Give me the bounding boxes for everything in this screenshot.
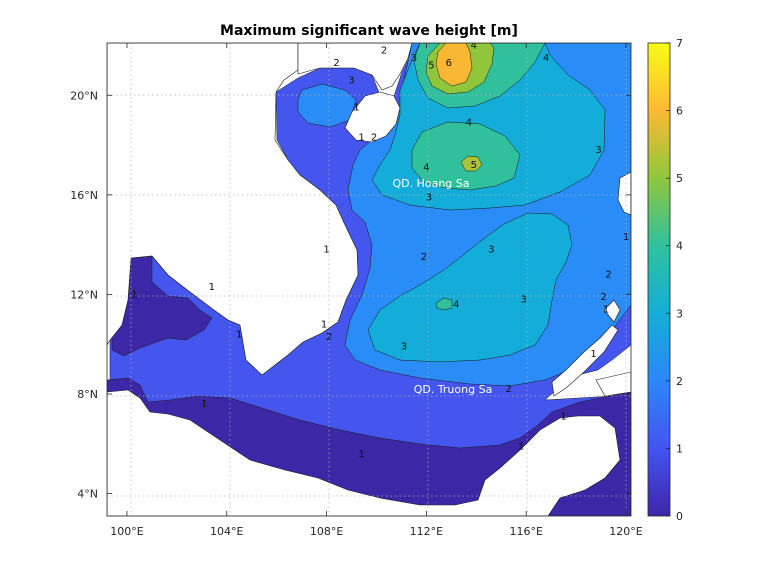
- mindoro-island: [603, 299, 621, 323]
- chart-title: Maximum significant wave height [m]: [220, 23, 518, 39]
- palawan-island: [551, 324, 619, 397]
- contour-label-5: 5: [428, 60, 434, 71]
- x-tick-label: 120°E: [609, 525, 642, 538]
- indochina-landmass: [107, 43, 359, 376]
- contour-label-3: 3: [348, 75, 354, 86]
- contour-label-1: 1: [623, 232, 629, 243]
- wave-band-4to5-spratly: [435, 297, 453, 311]
- wave-band-4to5: [411, 121, 521, 191]
- y-tick-label: 4°N: [77, 488, 98, 501]
- axes-frame: [106, 42, 632, 517]
- colorbar-tick-label: 3: [676, 307, 683, 320]
- contour-label-3: 3: [426, 192, 432, 203]
- contour-label-1: 1: [236, 329, 242, 340]
- contour-label-1: 1: [603, 304, 609, 315]
- contour-label-1: 1: [358, 133, 364, 144]
- x-tick-label: 100°E: [110, 525, 143, 538]
- colorbar-tick-label: 7: [676, 37, 683, 50]
- contour-label-4: 4: [543, 53, 549, 64]
- y-tick-label: 8°N: [77, 388, 98, 401]
- x-axis: 100°E 104°E 108°E 112°E 116°E 120°E: [110, 43, 643, 538]
- contour-label-1: 1: [321, 319, 327, 330]
- colorbar-tick-label: 0: [676, 510, 683, 523]
- colorbar-tick-label: 1: [676, 442, 683, 455]
- colorbar: [647, 42, 671, 517]
- china-coast: [297, 43, 413, 91]
- contour-label-4: 4: [423, 163, 429, 174]
- contour-label-1: 1: [209, 282, 215, 293]
- contour-label-2: 2: [326, 332, 332, 343]
- y-tick-label: 20°N: [70, 89, 98, 102]
- y-tick-label: 12°N: [70, 288, 98, 301]
- contour-label-1: 1: [358, 449, 364, 460]
- hainan-island: [344, 91, 401, 143]
- contour-label-1: 1: [590, 349, 596, 360]
- annotation-hoang-sa: QD. Hoang Sa: [392, 177, 469, 190]
- contour-label-1: 1: [353, 103, 359, 114]
- x-tick-label: 112°E: [410, 525, 443, 538]
- contour-label-3: 3: [488, 245, 494, 256]
- contour-label-4: 4: [471, 41, 477, 52]
- contour-label-3: 3: [595, 145, 601, 156]
- y-axis: 20°N 16°N 12°N 8°N 4°N: [70, 89, 631, 501]
- contour-label-1: 1: [131, 289, 137, 300]
- luzon-island: [617, 171, 631, 216]
- x-tick-label: 108°E: [310, 525, 343, 538]
- wave-band-5to6-paracel: [460, 155, 483, 172]
- southern-peninsula: [107, 389, 621, 516]
- grid: [107, 43, 631, 516]
- contour-label-2: 2: [381, 46, 387, 57]
- colorbar-tick-label: 2: [676, 375, 683, 388]
- contour-label-4: 4: [466, 118, 472, 129]
- colorbar-tick-label: 5: [676, 172, 683, 185]
- contour-label-2: 2: [600, 292, 606, 303]
- contour-label-3: 3: [521, 294, 527, 305]
- wave-band-3to4-south: [367, 212, 573, 363]
- contour-label-2: 2: [371, 133, 377, 144]
- contour-label-2: 2: [421, 252, 427, 263]
- contour-label-5: 5: [471, 160, 477, 171]
- wave-band-6to7: [435, 43, 473, 87]
- colorbar-tick-label: 6: [676, 105, 683, 118]
- contour-label-2: 2: [333, 58, 339, 69]
- contour-label-3: 3: [401, 342, 407, 353]
- contour-label-3: 3: [411, 53, 417, 64]
- contour-label-4: 4: [453, 299, 459, 310]
- contour-label-1: 1: [560, 411, 566, 422]
- y-tick-label: 16°N: [70, 189, 98, 202]
- contour-label-1: 1: [201, 399, 207, 410]
- colorbar-axis: 7 6 5 4 3 2 1 0: [666, 37, 683, 523]
- colorbar-tick-label: 4: [676, 240, 683, 253]
- annotation-truong-sa: QD. Truong Sa: [414, 383, 493, 396]
- x-tick-label: 104°E: [210, 525, 243, 538]
- land: [107, 43, 631, 516]
- contour-label-1: 1: [518, 441, 524, 452]
- contour-label-6: 6: [446, 58, 452, 69]
- contour-label-1: 1: [323, 245, 329, 256]
- contour-label-2: 2: [506, 384, 512, 395]
- x-tick-label: 116°E: [509, 525, 542, 538]
- mindanao-island: [595, 371, 631, 397]
- contour-label-2: 2: [605, 270, 611, 281]
